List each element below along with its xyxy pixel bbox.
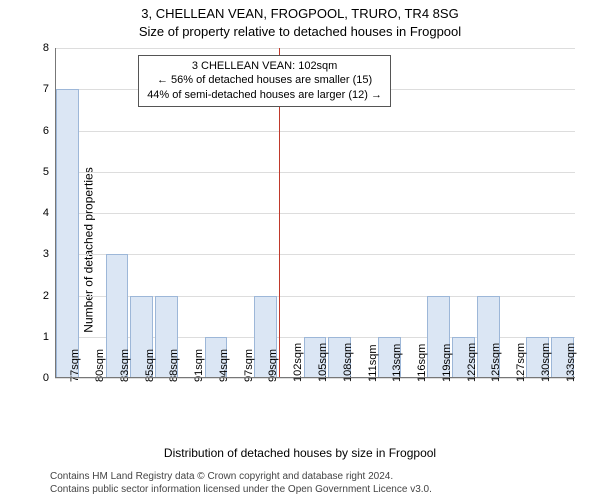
annotation-box: 3 CHELLEAN VEAN: 102sqm← 56% of detached… [138,55,391,108]
address-title: 3, CHELLEAN VEAN, FROGPOOL, TRURO, TR4 8… [0,6,600,21]
x-axis-label: Distribution of detached houses by size … [0,446,600,460]
y-tick-label: 4 [39,207,49,219]
chart-plot-area: 3 CHELLEAN VEAN: 102sqm← 56% of detached… [55,48,575,378]
annotation-line-1: 3 CHELLEAN VEAN: 102sqm [147,59,382,74]
y-tick-label: 2 [39,290,49,302]
y-tick-label: 0 [39,372,49,384]
y-tick-label: 1 [39,331,49,343]
histogram-bar [56,89,79,378]
y-tick-label: 5 [39,166,49,178]
annotation-line-3: 44% of semi-detached houses are larger (… [147,88,382,103]
attribution-footer: Contains HM Land Registry data © Crown c… [50,471,590,496]
y-axis-line [55,48,56,378]
y-tick-label: 6 [39,125,49,137]
y-tick-label: 8 [39,42,49,54]
y-tick-label: 7 [39,83,49,95]
x-axis-line [55,377,575,378]
annotation-line-2: ← 56% of detached houses are smaller (15… [147,73,382,88]
y-tick-label: 3 [39,248,49,260]
footer-line-1: Contains HM Land Registry data © Crown c… [50,471,590,484]
footer-line-2: Contains public sector information licen… [50,484,590,497]
subtitle: Size of property relative to detached ho… [0,24,600,39]
